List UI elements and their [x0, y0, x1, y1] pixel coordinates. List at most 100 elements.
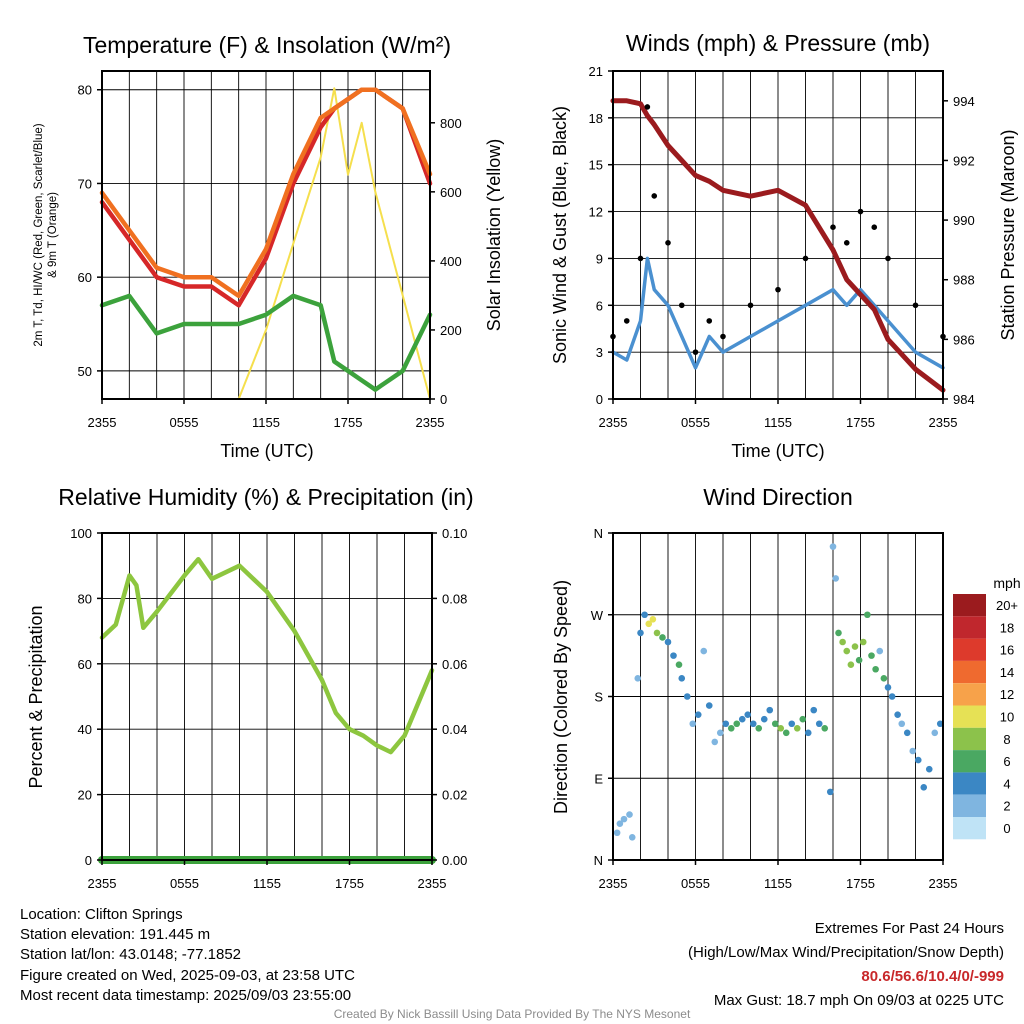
- direction-point: [855, 656, 863, 664]
- temperature-series-line: [99, 293, 433, 392]
- humidity-ytick-label: 40: [78, 722, 92, 737]
- direction-point: [626, 811, 633, 818]
- legend-swatch: [953, 594, 986, 617]
- insolation-ytick-right-label: 400: [440, 254, 462, 269]
- direction-point: [898, 720, 906, 728]
- direction-point: [931, 729, 939, 737]
- winds-xtick-label: 0555: [681, 415, 710, 430]
- direction-point: [664, 638, 672, 646]
- humidity-xtick-label: 0555: [170, 876, 199, 891]
- temperature-ytick-label: 70: [78, 176, 92, 191]
- station-latlon: Station lat/lon: 43.0148; -77.1852: [20, 946, 242, 964]
- direction-point: [637, 629, 644, 637]
- humidity-ytick-label: 20: [78, 788, 92, 803]
- gust-point: [802, 255, 809, 262]
- direction-point: [815, 720, 823, 728]
- legend-label: 0: [1003, 821, 1010, 836]
- winds-ytick-label: 0: [596, 392, 603, 407]
- credit-line: Created By Nick Bassill Using Data Provi…: [333, 1007, 691, 1021]
- legend-label: 2: [1003, 799, 1010, 814]
- temperature-xtick-label: 2355: [88, 415, 117, 430]
- gust-point: [830, 224, 836, 230]
- legend-label: 18: [1000, 620, 1014, 635]
- direction-point: [847, 661, 855, 669]
- direction-point: [634, 675, 642, 682]
- pressure-ytick-right-label: 986: [953, 332, 975, 347]
- precip-ytick-right-label: 0.00: [442, 853, 467, 868]
- speed-legend: 20+ 18 16 14 12 10 8 6 4 2 0: [953, 594, 1018, 840]
- gust-point: [644, 104, 651, 110]
- gust-point: [871, 224, 878, 230]
- humidity-ytick-label: 100: [70, 526, 92, 541]
- direction-point: [810, 706, 818, 714]
- humidity-xtick-label: 2355: [418, 876, 447, 891]
- legend-swatch: [953, 750, 986, 773]
- legend-swatch: [953, 817, 986, 840]
- temperature-y-label-1: 2m T, Td, HI/WC (Red, Green, Scarlet/Blu…: [33, 123, 45, 346]
- direction-point: [782, 729, 790, 737]
- temperature-x-label: Time (UTC): [220, 441, 313, 461]
- temperature-y-label-2: & 9m T (Orange): [47, 192, 59, 278]
- temperature-ytick-label: 80: [78, 83, 92, 98]
- winds-ytick-label: 21: [589, 64, 603, 79]
- direction-point: [788, 720, 796, 728]
- gust-point: [912, 302, 919, 309]
- humidity-ytick-label: 0: [85, 853, 92, 868]
- extremes-title: Extremes For Past 24 Hours: [814, 920, 1004, 937]
- temperature-panel-title: Temperature (F) & Insolation (W/m²): [83, 32, 451, 58]
- humidity-xtick-label: 2355: [88, 876, 117, 891]
- direction-point: [829, 543, 837, 550]
- legend-label: 4: [1003, 776, 1010, 791]
- station-info: Location: Clifton Springs Station elevat…: [20, 905, 355, 1006]
- direction-point: [744, 711, 752, 718]
- humidity-xtick-label: 1755: [335, 876, 364, 891]
- direction-point: [760, 715, 768, 723]
- gust-point: [747, 302, 754, 309]
- station-elevation: Station elevation: 191.445 m: [20, 926, 211, 944]
- direction-point: [645, 620, 653, 628]
- pressure-y-label: Station Pressure (Maroon): [998, 129, 1018, 340]
- direction-ytick-label: N: [594, 853, 603, 868]
- direction-point: [894, 711, 901, 718]
- direction-point: [675, 661, 683, 669]
- legend-label: 20+: [996, 598, 1018, 613]
- figure-created: Figure created on Wed, 2025-09-03, at 23…: [20, 966, 355, 984]
- legend-label: 6: [1003, 754, 1010, 769]
- legend-swatch: [953, 616, 986, 639]
- insolation-ytick-right-label: 600: [440, 185, 462, 200]
- direction-point: [920, 784, 928, 791]
- direction-point: [804, 729, 812, 737]
- winds-ytick-label: 3: [596, 345, 603, 360]
- direction-y-label: Direction (Colored By Speed): [551, 580, 571, 814]
- winds-panel-title: Winds (mph) & Pressure (mb): [626, 30, 930, 56]
- temperature-xtick-label: 1755: [334, 415, 363, 430]
- relative-humidity-series-line: [99, 556, 435, 755]
- direction-point: [777, 724, 785, 732]
- direction-point: [843, 647, 851, 655]
- winds-ytick-label: 18: [589, 111, 603, 126]
- pressure-ytick-right-label: 988: [953, 273, 975, 288]
- direction-point: [876, 647, 884, 655]
- direction-point: [649, 615, 657, 623]
- legend-swatch: [953, 638, 986, 661]
- temperature-xtick-label: 1155: [252, 415, 280, 430]
- winds-panel: Winds (mph) & Pressure (mb) 2355 0555 1155…: [550, 30, 1018, 461]
- direction-point: [914, 756, 922, 764]
- direction-point: [711, 738, 719, 746]
- direction-point: [733, 720, 741, 728]
- winds-ytick-label: 6: [596, 298, 603, 313]
- direction-point: [880, 675, 888, 682]
- direction-point: [909, 747, 917, 755]
- legend-label: 14: [1000, 665, 1014, 680]
- direction-panel: Wind Direction 2355 0555 1155 1755 2355 N E S W…: [551, 484, 1021, 891]
- extremes-subtitle: (High/Low/Max Wind/Precipitation/Snow De…: [688, 944, 1004, 961]
- direction-xtick-label: 2355: [599, 876, 628, 891]
- gust-point: [775, 286, 781, 293]
- temperature-ytick-label: 50: [78, 364, 92, 379]
- recent-data-timestamp: Most recent data timestamp: 2025/09/03 2…: [20, 986, 352, 1004]
- temperature-xtick-label: 2355: [416, 415, 445, 430]
- humidity-xtick-label: 1155: [253, 876, 281, 891]
- sonic-wind-series-line: [611, 256, 945, 370]
- winds-xtick-label: 1155: [764, 415, 792, 430]
- legend-swatch: [953, 660, 986, 684]
